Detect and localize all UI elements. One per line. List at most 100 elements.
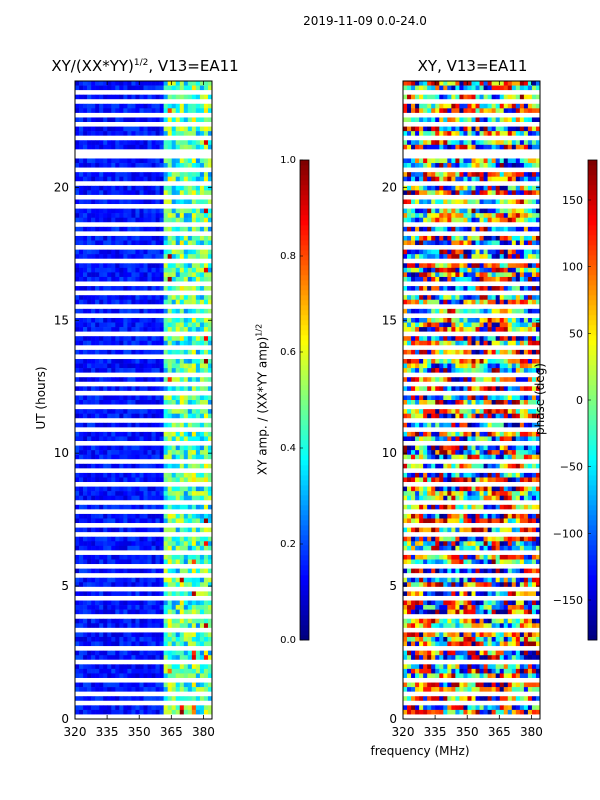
heat-cell bbox=[115, 673, 120, 679]
phase-cell bbox=[519, 249, 525, 255]
phase-cell bbox=[491, 240, 496, 246]
phase-cell bbox=[467, 217, 472, 223]
heat-cell bbox=[155, 682, 160, 688]
phase-cell bbox=[503, 368, 509, 373]
heat-cell bbox=[107, 199, 112, 205]
phase-cell bbox=[427, 213, 432, 219]
heat-cell bbox=[187, 158, 193, 164]
phase-cell bbox=[407, 454, 412, 460]
heat-cell bbox=[183, 668, 189, 674]
phase-cell bbox=[475, 299, 480, 305]
heat-cell bbox=[139, 413, 144, 419]
heat-cell bbox=[91, 477, 96, 483]
heat-cell bbox=[143, 176, 148, 182]
heat-cell bbox=[195, 491, 201, 496]
heat-cell bbox=[131, 632, 136, 638]
heat-cell bbox=[155, 605, 160, 610]
phase-cell bbox=[423, 395, 428, 401]
phase-cell bbox=[531, 235, 537, 241]
heat-cell bbox=[143, 582, 148, 588]
heat-cell bbox=[147, 541, 152, 547]
heat-cell bbox=[203, 409, 209, 414]
phase-cell bbox=[415, 400, 420, 405]
heat-cell bbox=[187, 709, 193, 715]
phase-cell bbox=[519, 286, 525, 291]
heat-cell bbox=[167, 504, 173, 510]
phase-cell bbox=[423, 299, 428, 305]
heat-cell bbox=[91, 263, 96, 269]
heat-cell bbox=[127, 454, 132, 460]
heat-cell bbox=[99, 559, 104, 565]
heat-cell bbox=[95, 673, 100, 679]
heat-cell bbox=[143, 687, 148, 692]
phase-cell bbox=[515, 422, 521, 428]
phase-cell bbox=[527, 431, 533, 437]
phase-cell bbox=[475, 263, 480, 269]
heat-cell bbox=[139, 363, 144, 369]
heat-cell bbox=[187, 108, 193, 114]
heat-cell bbox=[99, 340, 104, 346]
heat-cell bbox=[107, 185, 112, 191]
heat-cell bbox=[167, 363, 173, 369]
heat-cell bbox=[115, 85, 120, 91]
phase-cell bbox=[463, 126, 468, 132]
heat-cell bbox=[167, 235, 173, 241]
heat-cell bbox=[155, 609, 160, 615]
heat-cell bbox=[99, 308, 104, 314]
phase-cell bbox=[455, 267, 460, 273]
phase-cell bbox=[527, 349, 533, 355]
heat-cell bbox=[159, 349, 164, 355]
heat-cell bbox=[75, 172, 80, 177]
heat-cell bbox=[135, 591, 140, 597]
phase-cell bbox=[471, 295, 476, 301]
heat-cell bbox=[163, 358, 168, 364]
heat-cell bbox=[143, 486, 148, 492]
heat-cell bbox=[83, 276, 88, 282]
phase-cell bbox=[531, 117, 537, 123]
heat-cell bbox=[191, 472, 197, 478]
phase-cell bbox=[535, 327, 541, 332]
phase-cell bbox=[403, 85, 408, 91]
phase-cell bbox=[411, 336, 416, 342]
heat-cell bbox=[91, 400, 96, 405]
heat-cell bbox=[175, 655, 181, 661]
phase-cell bbox=[531, 299, 537, 305]
heat-cell bbox=[183, 295, 189, 301]
heat-cell bbox=[199, 436, 205, 442]
heat-cell bbox=[163, 208, 168, 214]
heat-cell bbox=[79, 527, 84, 533]
heat-cell bbox=[191, 308, 197, 314]
phase-cell bbox=[471, 85, 476, 91]
heat-cell bbox=[195, 217, 201, 223]
heat-cell bbox=[207, 577, 213, 583]
heat-cell bbox=[111, 650, 116, 656]
heat-cell bbox=[135, 254, 140, 260]
phase-cell bbox=[447, 413, 452, 419]
heat-cell bbox=[167, 673, 173, 679]
heat-cell bbox=[87, 495, 92, 501]
heat-cell bbox=[91, 673, 96, 679]
gap-row bbox=[75, 573, 212, 579]
heat-cell bbox=[175, 545, 181, 551]
heat-cell bbox=[195, 477, 201, 483]
heat-cell bbox=[191, 559, 197, 565]
heat-cell bbox=[95, 368, 100, 373]
phase-cell bbox=[419, 172, 424, 177]
phase-cell bbox=[451, 172, 456, 177]
phase-cell bbox=[507, 208, 513, 214]
phase-cell bbox=[535, 85, 541, 91]
heat-cell bbox=[163, 217, 168, 223]
phase-cell bbox=[499, 340, 505, 346]
heat-cell bbox=[155, 81, 160, 86]
heat-cell bbox=[199, 696, 205, 702]
phase-cell bbox=[419, 249, 424, 255]
heat-cell bbox=[143, 431, 148, 437]
heat-cell bbox=[151, 235, 156, 241]
heat-cell bbox=[135, 600, 140, 606]
heat-cell bbox=[199, 377, 205, 383]
phase-cell bbox=[535, 117, 541, 123]
phase-cell bbox=[427, 450, 432, 455]
phase-cell bbox=[439, 217, 444, 223]
phase-cell bbox=[427, 436, 432, 442]
heat-cell bbox=[207, 431, 213, 437]
